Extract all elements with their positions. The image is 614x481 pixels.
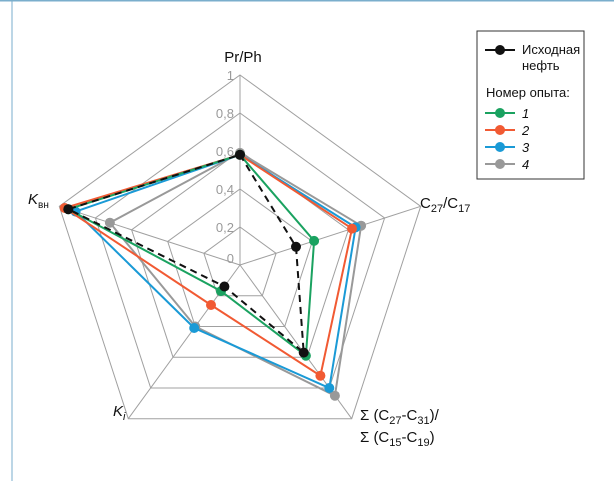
- legend-entry-initial-oil: Исходная нефть: [485, 42, 580, 73]
- axis-spoke-2: [239, 205, 421, 266]
- legend: Исходная нефть Номер опыта: 1 2 3 4: [476, 30, 585, 180]
- axis-spoke-5: [59, 205, 241, 266]
- scale-tick-2: 0,4: [216, 182, 234, 197]
- series-2-point-4: [206, 300, 216, 310]
- grid-ring-3: [131, 150, 349, 358]
- scale-tick-3: 0,6: [216, 144, 234, 159]
- grid-ring-4: [94, 112, 386, 389]
- series-line-4: [108, 151, 363, 398]
- legend-label-series-4: 4: [522, 157, 529, 172]
- axis-label-sum-ratio-denominator: Σ (C15-C19): [360, 429, 435, 449]
- legend-marker-series-4: [495, 159, 505, 169]
- legend-label-series-3: 3: [522, 140, 530, 155]
- series-0: [63, 149, 309, 358]
- series-0-point-5: [63, 204, 74, 215]
- scale-tick-5: 1: [227, 68, 234, 83]
- series-0-point-3: [298, 347, 309, 358]
- legend-marker-series-3: [495, 142, 505, 152]
- scale-tick-4: 0,8: [216, 106, 234, 121]
- series-line-3: [73, 153, 357, 390]
- legend-label-initial-oil-line2: нефть: [522, 58, 560, 73]
- series-3-point-3: [324, 383, 335, 393]
- series-4-point-3: [329, 390, 340, 401]
- series-0-point-2: [291, 241, 301, 252]
- series-0-point-4: [219, 281, 230, 292]
- grid-ring-2: [167, 188, 313, 327]
- series-line-0: [65, 153, 305, 355]
- legend-series-entries: 1 2 3 4: [485, 106, 530, 172]
- series-2-point-3: [315, 370, 326, 381]
- series-3-point-4: [189, 323, 200, 333]
- grid-ring-5: [58, 74, 422, 420]
- axis-label-pr-ph: Pr/Ph: [224, 49, 262, 66]
- legend-label-initial-oil-line1: Исходная: [522, 42, 580, 57]
- scale-tick-1: 0,2: [216, 220, 234, 235]
- axis-label-c27-c17: C27/C17: [420, 195, 470, 215]
- axis-label-kvn: Kвн: [28, 191, 49, 211]
- series-line-2: [62, 153, 354, 378]
- radar-grid: [58, 74, 422, 420]
- scale-tick-labels: 0 0,2 0,4 0,6 0,8 1: [216, 68, 234, 266]
- axis-label-ki: Ki: [113, 403, 126, 423]
- series-2-point-2: [347, 223, 357, 234]
- legend-marker-initial-oil: [495, 45, 505, 55]
- legend-label-series-2: 2: [521, 123, 530, 138]
- legend-marker-series-2: [495, 125, 505, 135]
- axis-label-sum-ratio-numerator: Σ (C27-C31)/: [360, 407, 440, 427]
- data-series: [59, 147, 367, 401]
- legend-label-series-1: 1: [522, 106, 529, 121]
- grid-ring-1: [203, 226, 277, 297]
- legend-subtitle: Номер опыта:: [486, 85, 570, 100]
- series-1-point-2: [309, 235, 320, 246]
- series-0-point-1: [235, 149, 245, 160]
- series-4-point-5: [104, 217, 115, 228]
- legend-marker-series-1: [495, 108, 505, 118]
- scale-tick-0: 0: [227, 251, 234, 266]
- legend-box: [476, 30, 585, 180]
